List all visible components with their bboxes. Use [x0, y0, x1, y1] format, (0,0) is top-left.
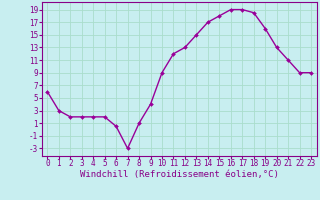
X-axis label: Windchill (Refroidissement éolien,°C): Windchill (Refroidissement éolien,°C) [80, 170, 279, 179]
